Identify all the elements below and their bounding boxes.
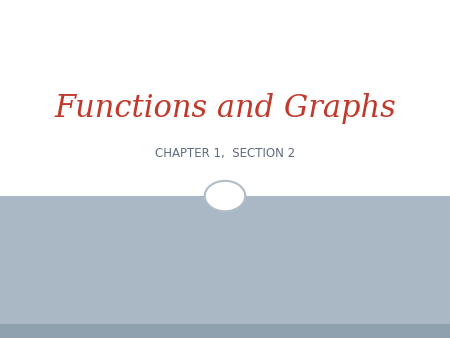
- FancyBboxPatch shape: [0, 324, 450, 338]
- Circle shape: [205, 181, 245, 211]
- FancyBboxPatch shape: [0, 196, 450, 338]
- Text: Functions and Graphs: Functions and Graphs: [54, 93, 396, 124]
- Text: CHAPTER 1,  SECTION 2: CHAPTER 1, SECTION 2: [155, 147, 295, 160]
- FancyBboxPatch shape: [0, 0, 450, 196]
